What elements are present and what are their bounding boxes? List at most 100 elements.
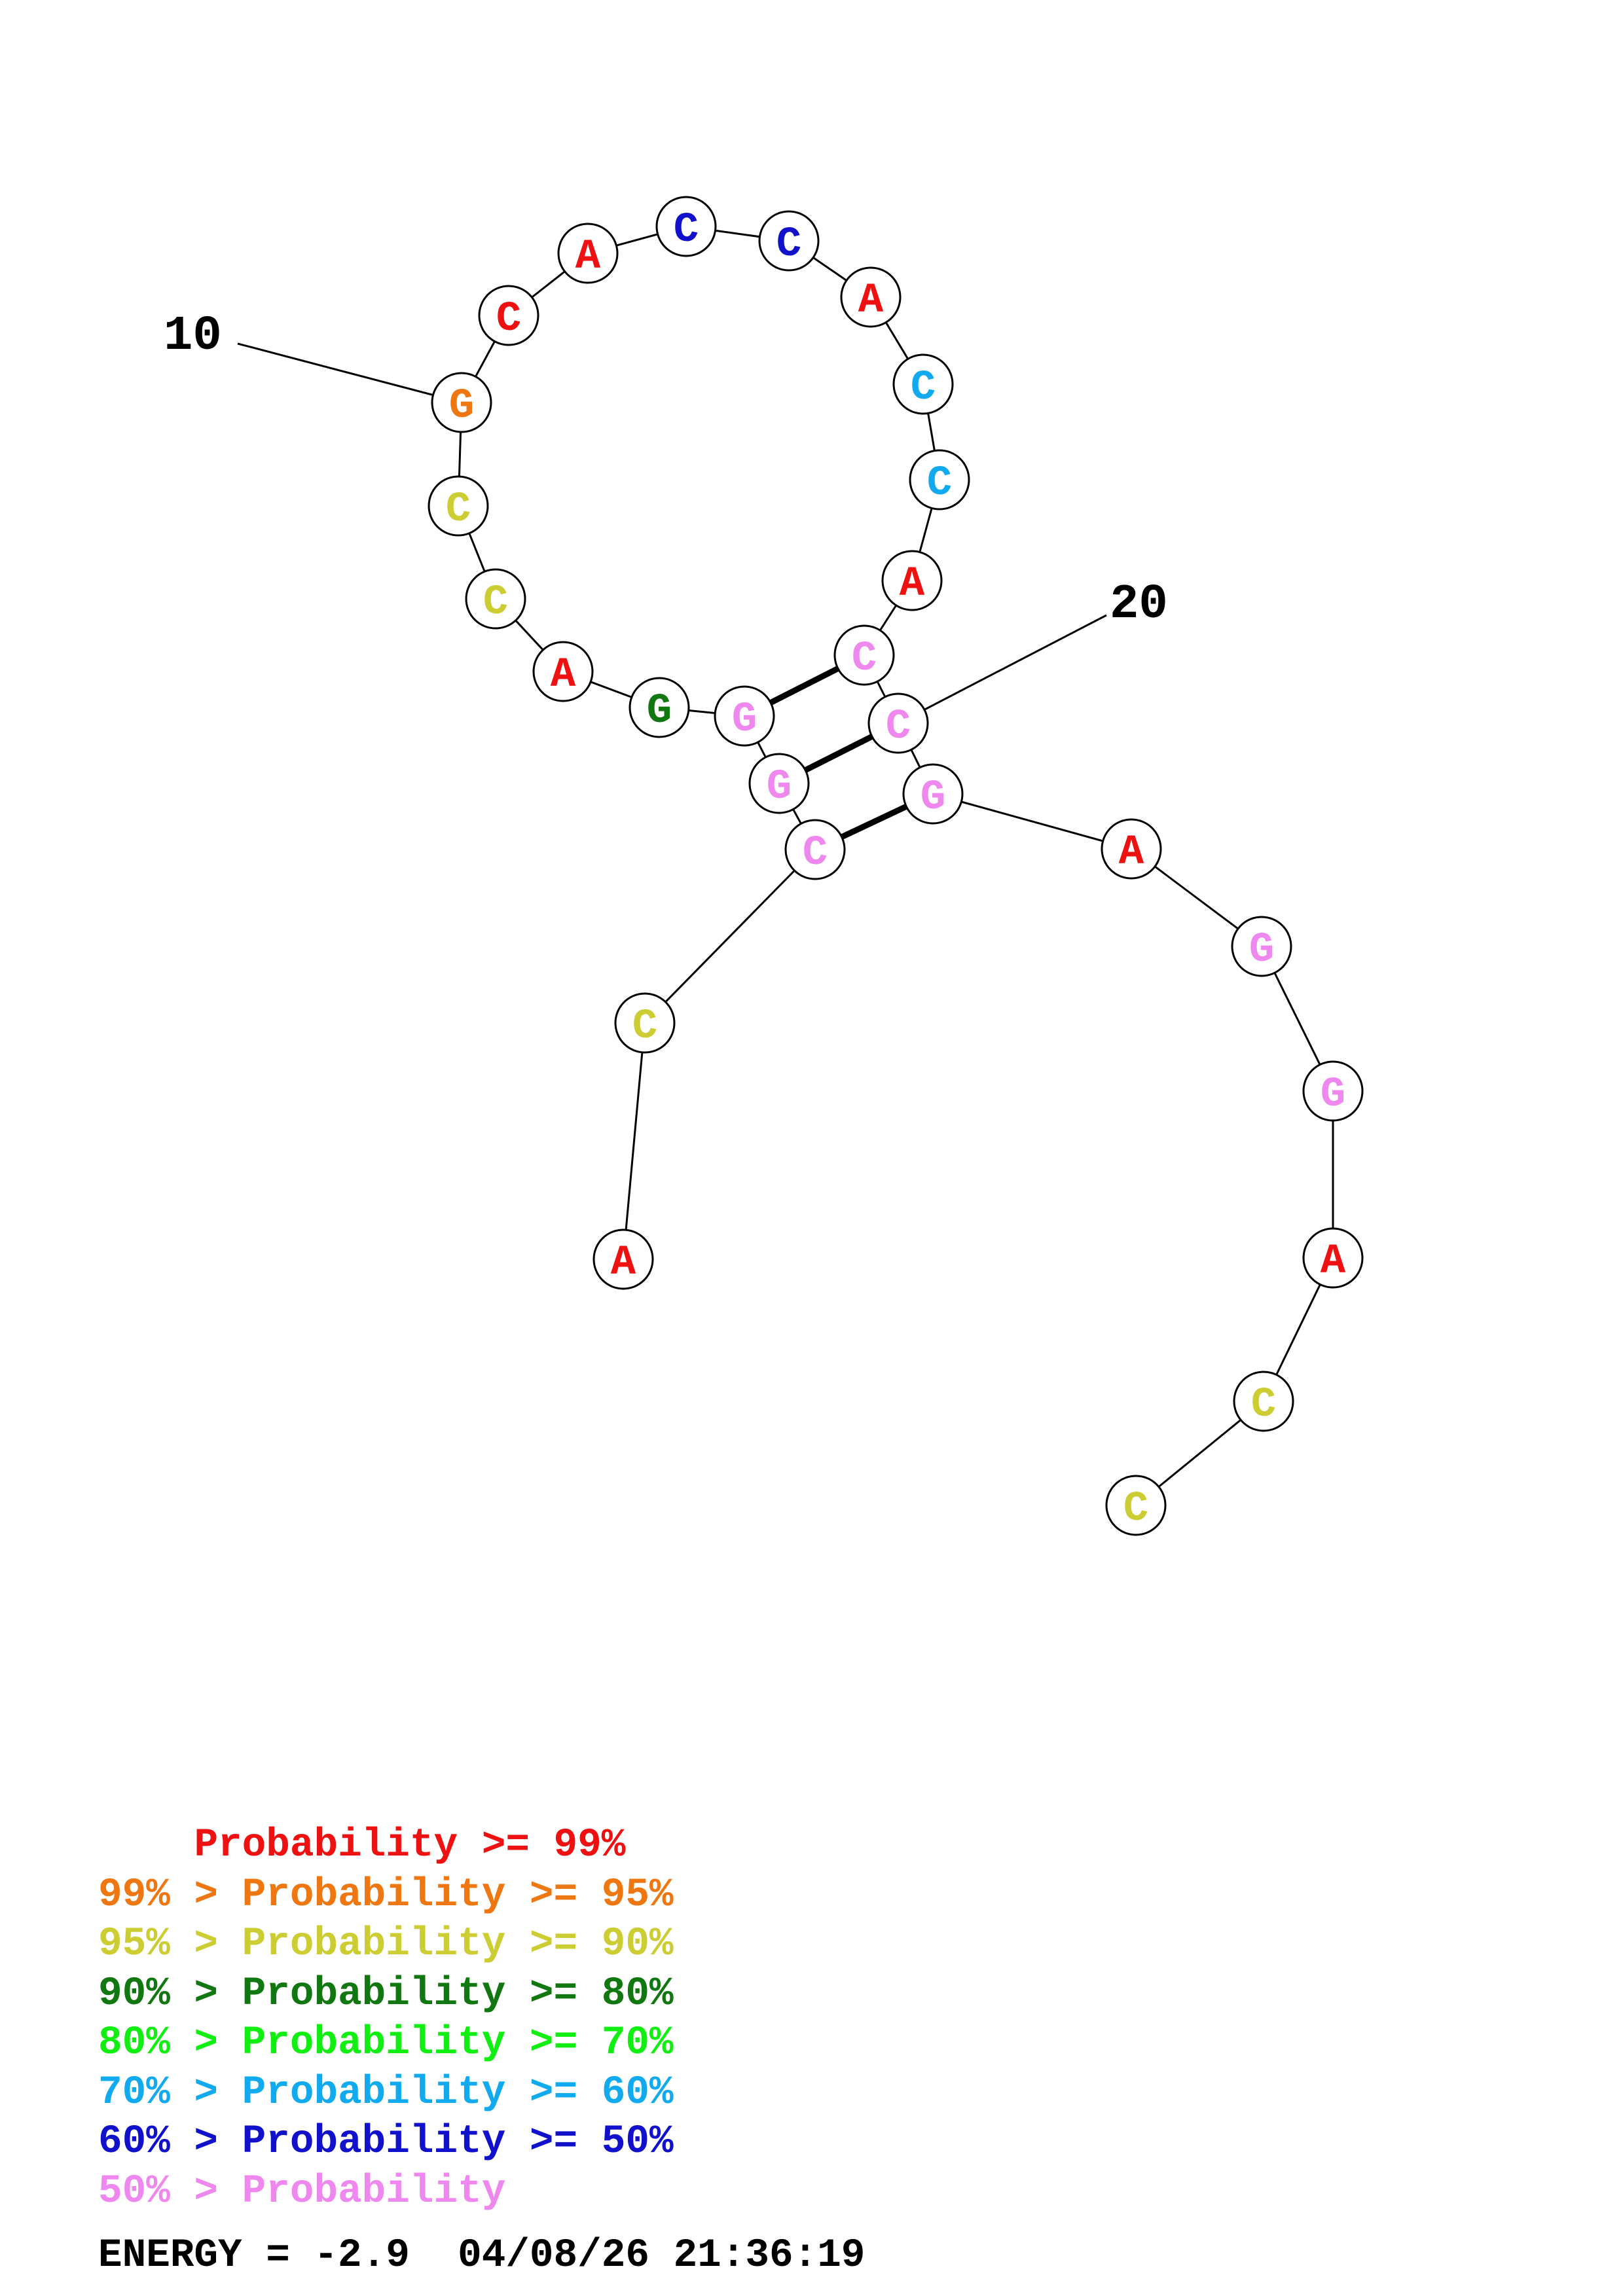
nucleotide: A [532, 641, 594, 702]
footer: ENERGY = -2.9 04/08/26 21:36:19 [98, 2233, 865, 2278]
legend-text: Probability [242, 2168, 506, 2214]
legend-text: Probability >= 50% [242, 2119, 674, 2164]
nucleotide-circle [629, 677, 690, 738]
backbone-link [644, 848, 816, 1024]
nucleotide: G [714, 685, 775, 747]
backbone-link [622, 1022, 646, 1260]
legend-entry: 50% > Probability [98, 2167, 674, 2217]
nucleotide-circle [1302, 1227, 1364, 1289]
nucleotide-base: C [483, 579, 508, 626]
nucleotide-base: C [886, 704, 911, 751]
nucleotide: C [867, 692, 929, 754]
nucleotide-base: G [1249, 927, 1274, 974]
nucleotide-base: C [927, 460, 952, 507]
nucleotide-circle [758, 210, 820, 272]
nucleotide: A [881, 550, 943, 611]
nucleotide: C [655, 196, 717, 257]
nucleotide: C [758, 210, 820, 272]
nucleotide: C [465, 568, 526, 630]
nucleotide-circle [1231, 916, 1292, 977]
legend-prefix: 80% > [98, 2020, 242, 2066]
nucleotide: C [833, 624, 895, 686]
legend-text: Probability >= 80% [242, 1971, 674, 2017]
nucleotide-circle [532, 641, 594, 702]
nucleotide: G [748, 753, 810, 814]
nucleotide: A [1101, 818, 1162, 880]
legend-prefix: 99% > [98, 1872, 242, 1918]
legend-prefix: 60% > [98, 2119, 242, 2164]
energy-value: ENERGY = -2.9 [98, 2233, 410, 2278]
nucleotide-circle [1233, 1371, 1294, 1432]
nucleotide-circle [714, 685, 775, 747]
nucleotide-circle [892, 353, 954, 415]
nucleotide-circle [1105, 1475, 1167, 1536]
legend-text: Probability >= 99% [194, 1823, 626, 1868]
nucleotide-base: C [911, 365, 936, 412]
index-label: 20 [1110, 577, 1168, 632]
nucleotide-circle [840, 266, 902, 328]
nucleotide: A [557, 223, 619, 284]
legend-entry: 90% > Probability >= 80% [98, 1969, 674, 2019]
nucleotide: C [892, 353, 954, 415]
nucleotide-base: C [496, 296, 521, 343]
timestamp: 04/08/26 21:36:19 [458, 2233, 866, 2278]
nucleotide-base: A [551, 652, 576, 699]
nucleotide-circle [1302, 1060, 1364, 1122]
nucleotide-circle [881, 550, 943, 611]
nucleotide: G [902, 763, 964, 825]
nucleotide-base: C [632, 1003, 657, 1050]
legend-prefix: 70% > [98, 2070, 242, 2115]
legend-text: Probability >= 60% [242, 2070, 674, 2115]
nucleotide-base: A [1321, 1238, 1346, 1285]
legend-entry: 60% > Probability >= 50% [98, 2117, 674, 2167]
legend-entry: 95% > Probability >= 90% [98, 1920, 674, 1969]
nucleotide: C [614, 992, 676, 1054]
nucleotide-base: C [776, 221, 801, 268]
nucleotide-circle [478, 285, 539, 346]
legend-prefix: 90% > [98, 1971, 242, 2017]
legend-entry: 80% > Probability >= 70% [98, 2018, 674, 2068]
nucleotide-circle [902, 763, 964, 825]
probability-legend: Probability >= 99% 99% > Probability >= 9… [98, 1821, 674, 2216]
nucleotide-base: C [803, 830, 828, 877]
nucleotide-base: C [1251, 1382, 1276, 1429]
legend-text: Probability >= 70% [242, 2020, 674, 2066]
nucleotide-circle [655, 196, 717, 257]
nucleotide-base: G [449, 383, 474, 430]
nucleotide-circle [867, 692, 929, 754]
nucleotide-base: A [611, 1240, 636, 1287]
nucleotide-base: A [575, 234, 601, 281]
legend-prefix [98, 1823, 194, 1868]
legend-entry: 99% > Probability >= 95% [98, 1871, 674, 1920]
legend-prefix: 95% > [98, 1922, 242, 1967]
nucleotide-circle [465, 568, 526, 630]
nucleotide-base: C [1123, 1486, 1148, 1533]
nucleotide-circle [784, 819, 846, 880]
nucleotide-circle [909, 449, 970, 511]
nucleotide: A [840, 266, 902, 328]
nucleotide-base: C [674, 207, 699, 254]
nucleotide-base: G [767, 764, 792, 811]
nucleotide: C [428, 475, 489, 537]
backbone-layer [457, 225, 1334, 1507]
nucleotide: C [784, 819, 846, 880]
legend-entry: 70% > Probability >= 60% [98, 2068, 674, 2118]
index-label-line [237, 342, 462, 404]
legend-text: Probability >= 90% [242, 1922, 674, 1967]
nucleotide-base: A [858, 278, 884, 325]
nucleotide: G [629, 677, 690, 738]
nucleotide-base: A [1119, 829, 1144, 876]
index-label: 10 [164, 309, 222, 364]
legend-entry: Probability >= 99% [98, 1821, 674, 1871]
nucleotide-base: A [900, 561, 925, 608]
nucleotide-circle [1101, 818, 1162, 880]
nucleotide: G [1302, 1060, 1364, 1122]
nucleotide-circle [614, 992, 676, 1054]
nucleotide: A [1302, 1227, 1364, 1289]
nucleotide-circle [593, 1229, 654, 1290]
nucleotide: C [909, 449, 970, 511]
nucleotide-base: C [852, 636, 877, 683]
nucleotide-base: C [446, 486, 471, 533]
